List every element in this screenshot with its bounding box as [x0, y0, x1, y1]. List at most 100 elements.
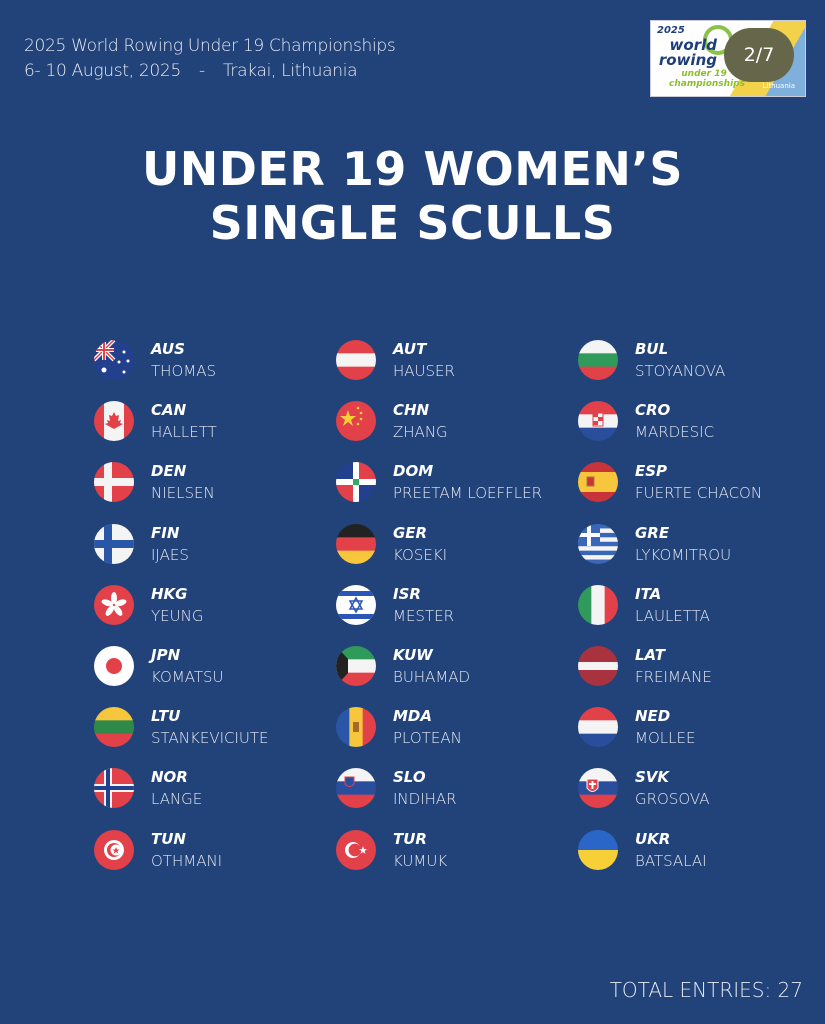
flag-chn-icon — [336, 401, 376, 442]
entry-slo: SLO INDIHAR — [336, 768, 578, 829]
title-line-1: UNDER 19 WOMEN’S — [141, 142, 684, 196]
athlete-name: IJAES — [151, 545, 189, 564]
entry-den: DEN NIELSEN — [94, 462, 336, 523]
flag-jpn-icon — [94, 645, 134, 686]
athlete-name: FREIMANE — [635, 667, 712, 686]
flag-svk-icon — [578, 768, 618, 809]
entry-ita: ITA LAULETTA — [578, 584, 820, 646]
page-indicator: 2/7 — [724, 28, 794, 82]
athlete-name: GROSOVA — [635, 790, 710, 809]
country-code: NED — [635, 707, 671, 726]
flag-bul-icon — [578, 340, 618, 380]
athlete-name: MESTER — [393, 606, 455, 625]
country-code: ITA — [635, 584, 662, 603]
flag-aut-icon — [336, 340, 376, 380]
flag-kuw-icon — [336, 645, 376, 686]
title-line-2: SINGLE SCULLS — [209, 196, 616, 250]
entry-hkg: HKG YEUNG — [94, 584, 336, 646]
athlete-name: MOLLEE — [635, 729, 696, 748]
flag-ukr-icon — [578, 829, 618, 870]
country-code: DOM — [393, 462, 434, 481]
event-location: Trakai, Lithuania — [222, 61, 358, 81]
athlete-name: BUHAMAD — [393, 667, 471, 686]
entry-ltu: LTU STANKEVICIUTE — [94, 707, 336, 768]
entry-lat: LAT FREIMANE — [578, 645, 820, 707]
entry-bul: BUL STOYANOVA — [578, 340, 820, 401]
entry-ukr: UKR BATSALAI — [578, 829, 820, 891]
entry-tur: TUR KUMUK — [336, 829, 578, 891]
entry-esp: ESP FUERTE CHACON — [578, 462, 820, 523]
country-code: CRO — [635, 401, 671, 420]
entry-kuw: KUW BUHAMAD — [336, 645, 578, 707]
entry-jpn: JPN KOMATSU — [94, 645, 336, 707]
flag-esp-icon — [578, 462, 618, 503]
athlete-name: MARDESIC — [635, 423, 715, 442]
flag-lat-icon — [578, 645, 618, 686]
country-code: AUS — [151, 340, 185, 358]
flag-cro-icon — [578, 401, 618, 442]
entry-isr: ISR MESTER — [336, 584, 578, 646]
entry-cro: CRO MARDESIC — [578, 401, 820, 462]
athlete-name: STOYANOVA — [635, 362, 726, 380]
logo-sub: under 19 championships — [669, 69, 745, 89]
country-code: GRE — [635, 523, 670, 542]
country-code: NOR — [151, 768, 188, 787]
athlete-name: LYKOMITROU — [635, 545, 732, 564]
flag-can-icon — [94, 401, 134, 442]
entry-nor: NOR LANGE — [94, 768, 336, 829]
country-code: MDA — [393, 707, 432, 726]
entry-chn: CHN ZHANG — [336, 401, 578, 462]
entry-mda: MDA PLOTEAN — [336, 707, 578, 768]
country-code: AUT — [393, 340, 427, 358]
country-code: LTU — [151, 707, 181, 726]
country-code: DEN — [151, 462, 187, 481]
athlete-name: ZHANG — [393, 423, 448, 442]
athlete-name: HALLETT — [151, 423, 217, 442]
event-dates-location: 6- 10 August, 2025- Trakai, Lithuania — [24, 59, 395, 84]
athlete-name: PLOTEAN — [393, 729, 462, 748]
total-entries: TOTAL ENTRIES: 27 — [609, 978, 803, 1002]
logo-brand: world rowing — [658, 36, 717, 69]
entry-ned: NED MOLLEE — [578, 707, 820, 768]
country-code: LAT — [635, 645, 665, 664]
entry-aut: AUT HAUSER — [336, 340, 578, 401]
athlete-name: STANKEVICIUTE — [151, 729, 269, 748]
country-code: TUN — [151, 829, 186, 848]
flag-hkg-icon — [94, 584, 134, 625]
flag-tur-icon — [336, 829, 376, 870]
athlete-name: PREETAM LOEFFLER — [393, 484, 543, 503]
athlete-name: INDIHAR — [393, 790, 457, 809]
entry-svk: SVK GROSOVA — [578, 768, 820, 829]
flag-fin-icon — [94, 523, 134, 564]
country-code: SLO — [393, 768, 426, 787]
flag-den-icon — [94, 462, 134, 503]
separator: - — [198, 61, 205, 81]
entry-gre: GRE LYKOMITROU — [578, 523, 820, 585]
flag-tun-icon — [94, 829, 134, 870]
flag-slo-icon — [336, 768, 376, 809]
country-code: KUW — [393, 645, 433, 664]
flag-aus-icon — [94, 340, 134, 380]
country-code: BUL — [635, 340, 669, 358]
athlete-name: FUERTE CHACON — [635, 484, 763, 503]
entry-ger: GER KOSEKI — [336, 523, 578, 585]
logo-year: 2025 — [657, 25, 685, 36]
flag-dom-icon — [336, 462, 376, 503]
country-code: FIN — [151, 523, 180, 542]
country-code: CAN — [151, 401, 187, 420]
flag-ned-icon — [578, 707, 618, 748]
flag-ita-icon — [578, 584, 618, 625]
entry-fin: FIN IJAES — [94, 523, 336, 585]
flag-nor-icon — [94, 768, 134, 809]
athlete-name: YEUNG — [151, 606, 204, 625]
country-code: CHN — [393, 401, 430, 420]
country-code: GER — [393, 523, 428, 542]
country-code: SVK — [635, 768, 670, 787]
athlete-name: HAUSER — [393, 362, 455, 380]
athlete-name: NIELSEN — [151, 484, 215, 503]
country-code: UKR — [635, 829, 671, 848]
athlete-name: OTHMANI — [151, 851, 223, 870]
flag-isr-icon — [336, 584, 376, 625]
athlete-name: KOMATSU — [151, 667, 224, 686]
flag-mda-icon — [336, 707, 376, 748]
